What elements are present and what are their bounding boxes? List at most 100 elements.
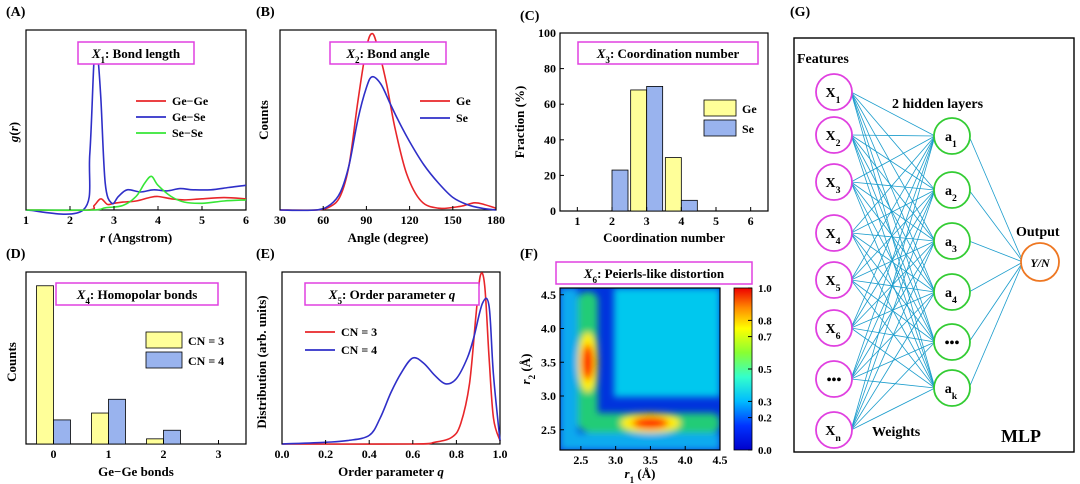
panel-e-x-label: Order parameter q (338, 464, 444, 479)
panel-d-bar-CN = 3-1 (91, 412, 109, 445)
weight-connection (850, 134, 936, 293)
panel-f-y-tick-label: 4.0 (541, 322, 556, 336)
input-node-label-6: ••• (827, 373, 842, 388)
panel-e-x-tick-label: 0.2 (318, 447, 333, 461)
weight-connection (850, 240, 936, 431)
input-node-5 (815, 309, 853, 347)
panel-c-bar-Se-4 (680, 199, 698, 212)
panel-d-legend-swatch-0 (145, 331, 183, 349)
panel-a-x-label: r (Angstrom) (100, 230, 172, 245)
weight-connection (850, 181, 936, 191)
panel-e-title-box (304, 282, 480, 306)
panel-letter-G: (G) (790, 5, 811, 20)
panel-c-bar-Se-2 (611, 169, 629, 212)
panel-f-upper-region (613, 288, 720, 397)
panel-b-x-tick-label: 30 (274, 213, 286, 227)
mlp-label: MLP (1001, 426, 1041, 446)
panel-c-y-tick-label: 40 (544, 133, 556, 147)
weight-connection (850, 135, 936, 431)
panel-f-colorbar-tick-label: 0.3 (758, 396, 772, 408)
panel-b-legend-label-0: Ge (456, 94, 471, 108)
panel-f-y-tick-label: 2.5 (541, 423, 556, 437)
weight-connection (850, 91, 936, 191)
panel-d-legend-label-0: CN = 3 (188, 334, 224, 348)
panel-a-y-label: g(r) (6, 122, 21, 143)
weight-connection (850, 135, 936, 234)
features-label: Features (797, 52, 849, 67)
weight-connection (850, 291, 936, 431)
panel-f-peak-core-0 (632, 417, 669, 429)
panel-f-x-tick-label: 4.5 (713, 453, 728, 467)
panel-b-series-1-line (279, 75, 497, 212)
output-connection (968, 240, 1024, 263)
panel-c-x-tick-label: 4 (678, 214, 684, 228)
panel-c-x-tick-label: 2 (609, 214, 615, 228)
output-connection (968, 261, 1024, 389)
panel-d-bar-CN = 3-2 (146, 438, 164, 445)
panel-f-peak-core-1 (581, 344, 594, 381)
panel-e-x-tick-label: 0.0 (275, 447, 290, 461)
weight-connection (850, 240, 936, 281)
weight-connection (850, 134, 936, 137)
panel-f-y-tick-label: 4.5 (541, 288, 556, 302)
hidden-node-label-1: a2 (945, 184, 957, 204)
panel-c-x-tick-label: 3 (644, 214, 650, 228)
input-node-3 (815, 214, 853, 252)
panel-c-title-box (577, 41, 759, 65)
panel-d-axes-frame (25, 271, 247, 445)
weight-connection (850, 387, 936, 431)
weight-connection (850, 189, 936, 329)
weight-connection (850, 232, 936, 343)
panel-f-x-label: r1 (Å) (625, 466, 656, 484)
panel-c-y-tick-label: 80 (544, 62, 556, 76)
panel-c-x-tick-label: 6 (748, 214, 754, 228)
input-node-label-3: X4 (825, 227, 840, 247)
output-connection (968, 189, 1024, 263)
panel-f-x-tick-label: 3.0 (608, 453, 623, 467)
panel-d-bar-CN = 4-0 (53, 419, 71, 445)
panel-f-colorbar-tick-label: 0.7 (758, 332, 772, 344)
panel-c-x-tick-label: 5 (713, 214, 719, 228)
panel-e-series-0-line (281, 272, 501, 445)
weight-connection (850, 91, 936, 389)
panel-letter-F: (F) (520, 247, 538, 262)
panel-a-x-tick-label: 1 (23, 213, 29, 227)
panel-b: 30 60 90 120 150 180 Angle (degree) Counts X2: B… (256, 29, 505, 245)
panel-letter-A: (A) (6, 5, 26, 20)
panel-f-colorbar-tick-label: 0.2 (758, 413, 772, 425)
hidden-node-label-3: a4 (945, 286, 957, 306)
panel-c-legend-swatch-1 (703, 119, 737, 137)
panel-a-x-tick-label: 5 (199, 213, 205, 227)
panel-f-colorbar-tick-label: 0.8 (758, 315, 772, 327)
input-node-6 (815, 360, 853, 398)
panel-c-legend-label-0: Ge (742, 102, 757, 116)
panel-a-title-box (77, 41, 195, 65)
panel-d-legend-swatch-1 (145, 351, 183, 369)
panel-g: X1 X2 X3 X4 X5 X6 ••• Xn a1 a2 a3 a4 ••• ak Y/N Feature… (793, 37, 1075, 453)
input-node-label-4: X5 (825, 274, 840, 294)
panel-f-title-box (555, 261, 753, 285)
weight-connection (850, 189, 936, 281)
panel-a-legend-label-0: Ge−Ge (172, 94, 209, 108)
hidden-node-label-2: a3 (945, 235, 957, 255)
panel-f-heatmap (560, 288, 720, 450)
panel-b-x-tick-label: 180 (487, 213, 505, 227)
panel-letter-B: (B) (256, 5, 275, 20)
panel-d-x-tick-label: 3 (216, 447, 222, 461)
panel-letter-D: (D) (6, 247, 26, 262)
input-node-7 (815, 411, 853, 449)
panel-e-x-tick-label: 1.0 (493, 447, 508, 461)
hidden-layers-label: 2 hidden layers (892, 97, 984, 112)
panel-d-bar-CN = 4-2 (163, 429, 181, 445)
panel-d-bar-CN = 4-1 (108, 398, 126, 445)
panel-c-y-tick-label: 60 (544, 97, 556, 111)
panel-c-x-tick-label: 1 (574, 214, 580, 228)
panel-f-y-label: r2 (Å) (518, 354, 537, 385)
panel-f-colorbar-tick-label: 0.0 (758, 445, 772, 457)
input-node-label-0: X1 (825, 86, 840, 106)
panel-a-legend-label-1: Ge−Se (172, 110, 206, 124)
hidden-node-0 (933, 117, 971, 155)
panel-e-x-tick-label: 0.8 (449, 447, 464, 461)
